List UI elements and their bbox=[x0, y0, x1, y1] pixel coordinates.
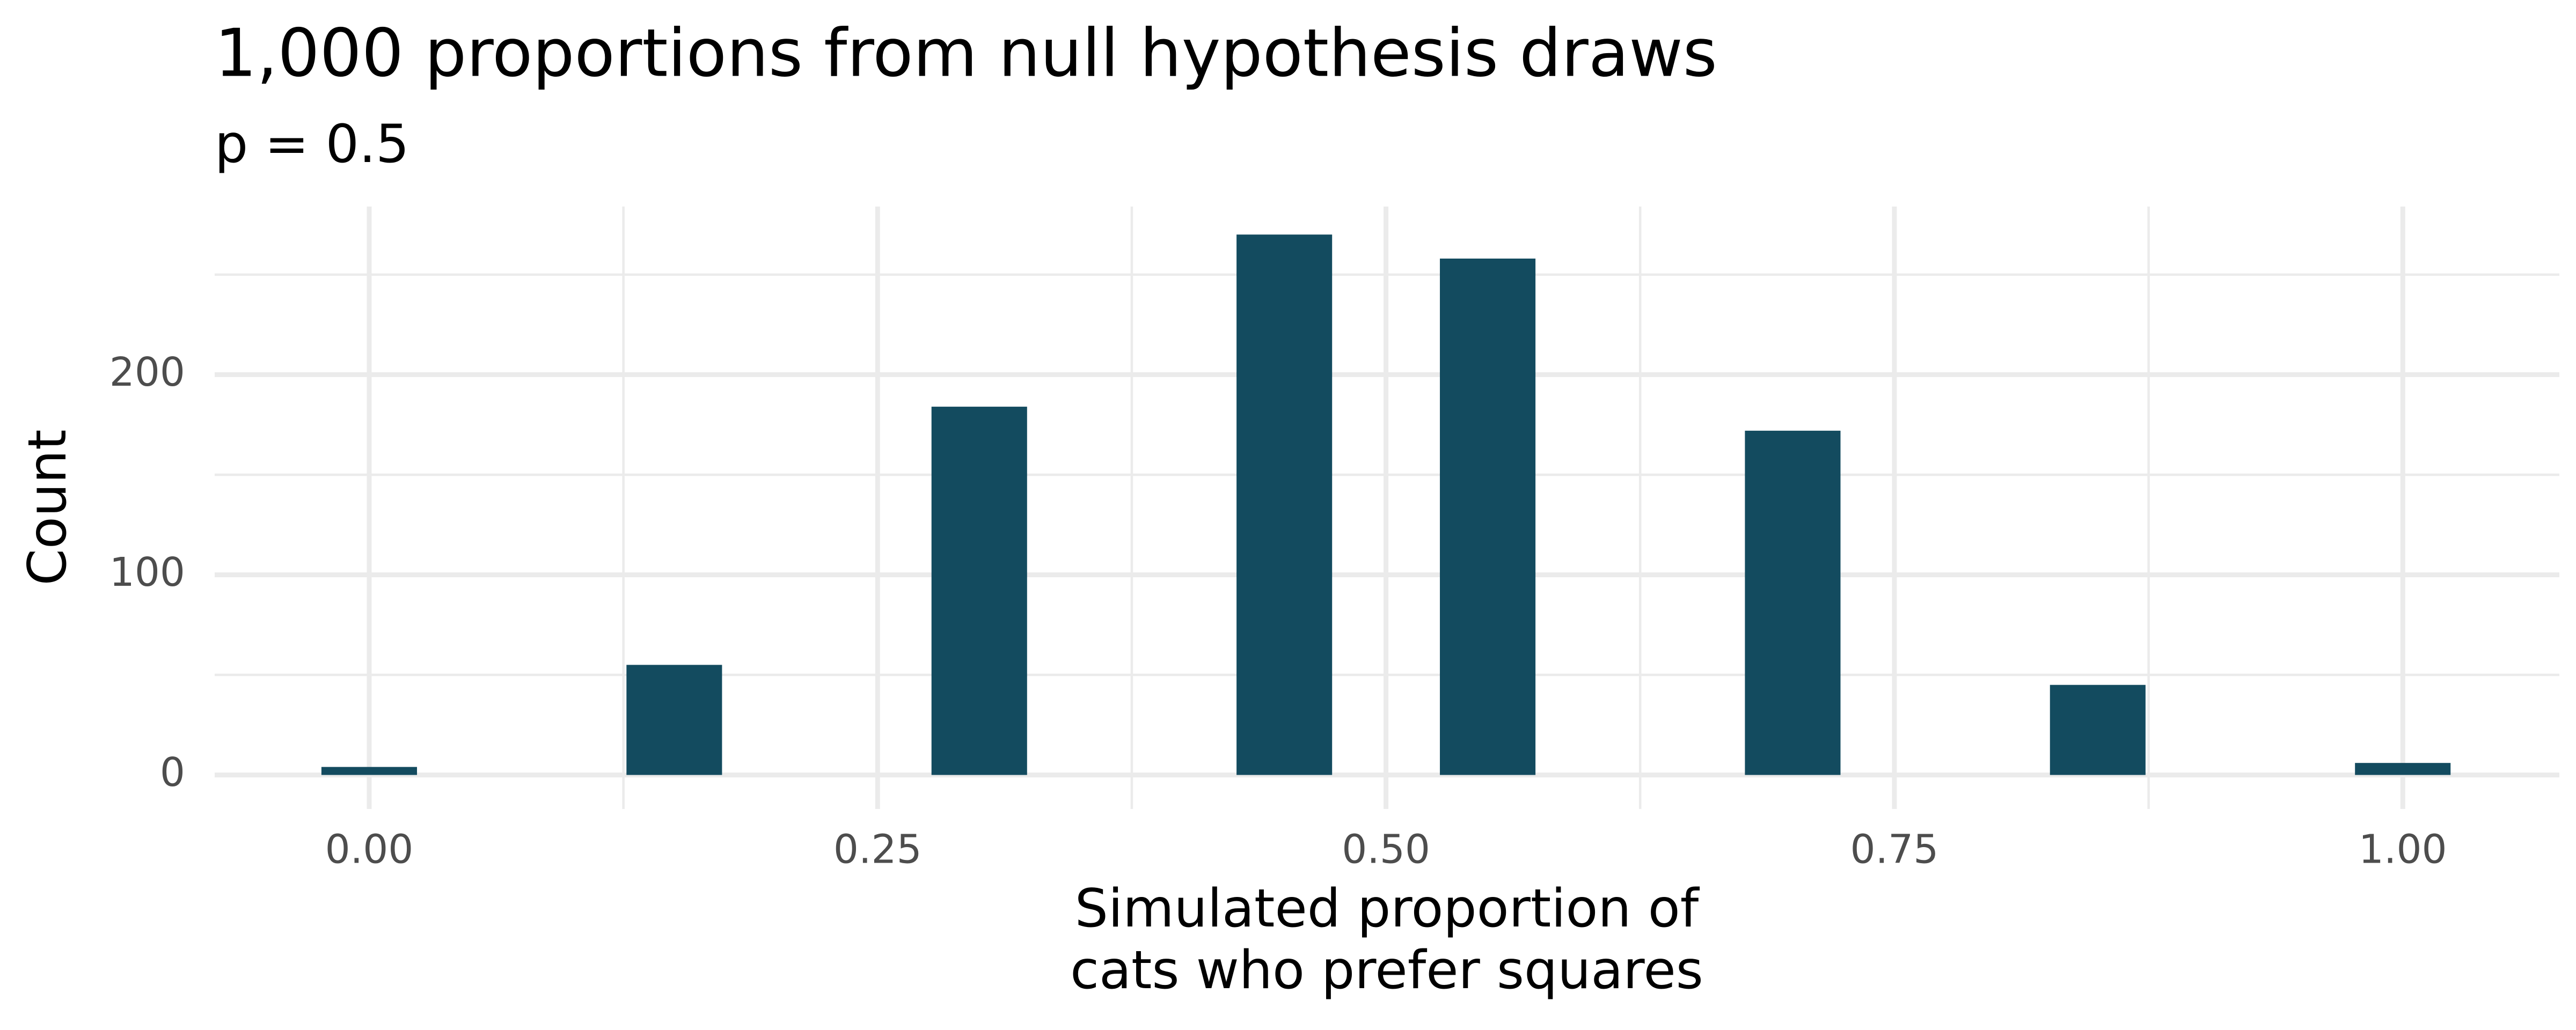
bar bbox=[1236, 234, 1333, 775]
x-tick-label: 0.00 bbox=[325, 827, 414, 873]
bar bbox=[931, 407, 1027, 775]
bar bbox=[321, 767, 418, 775]
bar bbox=[2050, 685, 2146, 775]
x-axis-title: cats who prefer squares bbox=[1070, 940, 1703, 1001]
bar bbox=[2355, 763, 2451, 775]
bar bbox=[1745, 430, 1841, 775]
x-tick-label: 0.75 bbox=[1850, 827, 1939, 873]
bar bbox=[626, 665, 722, 775]
bar bbox=[1440, 259, 1536, 775]
x-tick-label: 1.00 bbox=[2359, 827, 2447, 873]
x-tick-label: 0.25 bbox=[833, 827, 922, 873]
y-axis-title: Count bbox=[17, 429, 78, 585]
y-tick-label: 100 bbox=[109, 549, 185, 595]
x-axis-title: Simulated proportion of bbox=[1075, 878, 1700, 939]
x-tick-label: 0.50 bbox=[1342, 827, 1430, 873]
chart-subtitle: p = 0.5 bbox=[215, 114, 409, 175]
y-tick-label: 200 bbox=[109, 349, 185, 395]
chart-title: 1,000 proportions from null hypothesis d… bbox=[215, 16, 1717, 92]
y-tick-label: 0 bbox=[160, 749, 185, 796]
